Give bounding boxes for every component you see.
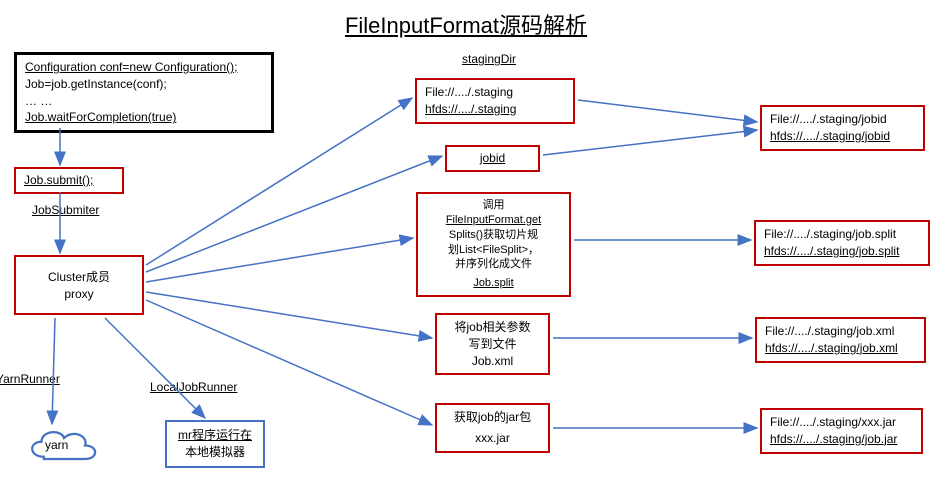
staging-box: File://..../.staging hfds://..../.stagin… bbox=[415, 78, 575, 124]
code-line: Job.waitForCompletion(true) bbox=[25, 109, 263, 126]
out-xml-box: File://..../.staging/job.xml hfds://....… bbox=[755, 317, 926, 363]
code-line: … … bbox=[25, 93, 263, 110]
diagram-title: FileInputFormat源码解析 bbox=[345, 8, 587, 40]
stagingdir-label: stagingDir bbox=[462, 52, 516, 66]
out-jobid-box: File://..../.staging/jobid hfds://..../.… bbox=[760, 105, 925, 151]
out-split-box: File://..../.staging/job.split hfds://..… bbox=[754, 220, 930, 266]
code-line: Configuration conf=new Configuration(); bbox=[25, 59, 263, 76]
splits-box: 调用 FileInputFormat.get Splits()获取切片规 划Li… bbox=[416, 192, 571, 297]
job-submit-box: Job.submit(); bbox=[14, 167, 124, 194]
localjobrunner-label: LocalJobRunner bbox=[150, 380, 237, 394]
cluster-proxy-box: Cluster成员 proxy bbox=[14, 255, 144, 315]
jobsubmiter-label: JobSubmiter bbox=[32, 203, 99, 217]
code-line: Job=job.getInstance(conf); bbox=[25, 76, 263, 93]
mr-local-box: mr程序运行在 本地模拟器 bbox=[165, 420, 265, 468]
jobid-box: jobid bbox=[445, 145, 540, 172]
jobxml-box: 将job相关参数 写到文件 Job.xml bbox=[435, 313, 550, 375]
code-box: Configuration conf=new Configuration(); … bbox=[14, 52, 274, 133]
yarn-label: yarn bbox=[45, 438, 68, 452]
out-jar-box: File://..../.staging/xxx.jar hfds://....… bbox=[760, 408, 923, 454]
yarnrunner-label: YarnRunner bbox=[0, 372, 60, 386]
jobjar-box: 获取job的jar包 xxx.jar bbox=[435, 403, 550, 453]
